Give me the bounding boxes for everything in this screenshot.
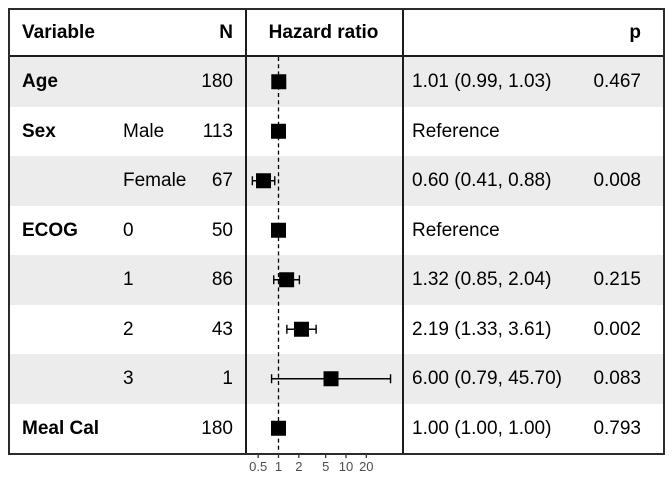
cell-level: 1 xyxy=(123,269,134,290)
cell-n: 180 xyxy=(201,417,233,439)
table-body: Age 180 1.01 (0.99, 1.03) 0.467 Sex Male 113 Re… xyxy=(10,57,663,453)
cell-level: 2 xyxy=(123,318,134,340)
cell-variable: Meal Cal xyxy=(22,417,100,439)
table-row: Meal Cal 180 1.00 (1.00, 1.00) 0.793 xyxy=(10,403,663,453)
cell-hr-text: 1.32 (0.85, 2.04) xyxy=(412,269,552,290)
cell-p-value: 0.002 xyxy=(593,318,641,340)
header-n: N xyxy=(219,22,233,43)
cell-p-value: 0.083 xyxy=(593,368,641,389)
cell-hr-text: Reference xyxy=(412,219,500,241)
cell-variable: Age xyxy=(22,71,58,92)
column-divider-right xyxy=(402,10,404,453)
cell-level: Male xyxy=(123,120,165,142)
table-row: Age 180 1.01 (0.99, 1.03) 0.467 xyxy=(10,57,663,107)
cell-p-value: 0.008 xyxy=(593,170,641,191)
forest-table: Variable N Hazard ratio p Age 180 1.01 (0.… xyxy=(8,8,665,455)
cell-hr-text: 0.60 (0.41, 0.88) xyxy=(412,170,552,191)
cell-n: 1 xyxy=(222,368,233,389)
axis-tick-label: 20 xyxy=(359,459,373,474)
axis-tick-label: 1 xyxy=(275,459,282,474)
table-row: Female 67 0.60 (0.41, 0.88) 0.008 xyxy=(10,156,663,206)
axis-tick-label: 2 xyxy=(295,459,302,474)
cell-p-value: 0.215 xyxy=(593,269,641,290)
cell-p-value: 0.793 xyxy=(593,417,641,439)
cell-hr-text: Reference xyxy=(412,120,500,142)
table-row: ECOG 0 50 Reference xyxy=(10,205,663,255)
header-hazard-ratio: Hazard ratio xyxy=(268,22,379,43)
table-row: 3 1 6.00 (0.79, 45.70) 0.083 xyxy=(10,354,663,404)
cell-hr-text: 1.01 (0.99, 1.03) xyxy=(412,71,552,92)
cell-variable: ECOG xyxy=(22,219,78,241)
table-row: 1 86 1.32 (0.85, 2.04) 0.215 xyxy=(10,255,663,305)
cell-hr-text: 6.00 (0.79, 45.70) xyxy=(412,368,562,389)
cell-p-value: 0.467 xyxy=(593,71,641,92)
cell-n: 180 xyxy=(201,71,233,92)
cell-n: 86 xyxy=(211,269,233,290)
cell-n: 43 xyxy=(211,318,233,340)
column-divider-left xyxy=(245,10,247,453)
table-header: Variable N Hazard ratio p xyxy=(10,10,663,57)
cell-n: 113 xyxy=(202,120,233,142)
cell-variable: Sex xyxy=(22,120,56,142)
axis-tick-label: 10 xyxy=(339,459,353,474)
header-p: p xyxy=(629,22,641,43)
cell-n: 50 xyxy=(211,219,233,241)
cell-n: 67 xyxy=(211,170,233,191)
cell-level: Female xyxy=(123,170,187,191)
cell-hr-text: 1.00 (1.00, 1.00) xyxy=(412,417,552,439)
table-row: 2 43 2.19 (1.33, 3.61) 0.002 xyxy=(10,304,663,354)
cell-level: 3 xyxy=(123,368,134,389)
table-row: Sex Male 113 Reference xyxy=(10,106,663,156)
cell-level: 0 xyxy=(123,219,134,241)
axis-tick-label: 0.5 xyxy=(249,459,267,474)
cell-hr-text: 2.19 (1.33, 3.61) xyxy=(412,318,552,340)
header-variable: Variable xyxy=(22,22,95,43)
axis-tick-label: 5 xyxy=(322,459,329,474)
